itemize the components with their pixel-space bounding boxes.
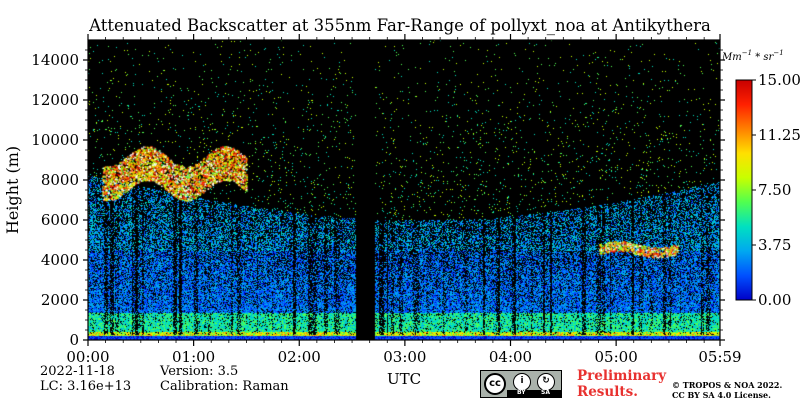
footer-calibration: Calibration: Raman [160,379,289,394]
colorbar-bar [735,79,753,301]
y-tick-label: 12000 [31,91,79,109]
unit-mid: * sr [752,52,774,63]
colorbar-tick-label: 7.50 [758,181,791,199]
preliminary-line-1: Preliminary [577,368,667,384]
preliminary-notice: Preliminary Results. [577,368,666,400]
copyright-line-1: © TROPOS & NOA 2022. [672,380,783,390]
x-tick-label: 05:59 [698,348,741,366]
colorbar-tick-label: 0.00 [758,291,791,309]
x-tick-label: 00:00 [66,348,109,366]
footer-date: 2022-11-18 [40,364,115,379]
y-tick-label: 8000 [41,171,79,189]
license-by-label: BY [517,389,526,396]
chart-title: Attenuated Backscatter at 355nm Far-Rang… [89,16,711,35]
share-alike-icon: ↻ [537,373,555,391]
x-tick-label: 04:00 [489,348,532,366]
cc-icon: cc [484,373,506,395]
x-tick-label: 02:00 [278,348,321,366]
y-tick-label: 4000 [41,251,79,269]
x-tick-label: 03:00 [383,348,426,366]
y-tick-label: 0 [69,331,79,349]
colorbar-tick-label: 11.25 [758,126,800,144]
axes: 0 2000 4000 6000 8000 10000 12000 14000 00:00 01:… [3,34,742,388]
license-sa-label: SA [541,389,550,396]
x-axis-label: UTC [387,370,421,388]
unit-superscript: −1 [773,49,783,57]
y-tick-label: 14000 [31,51,79,69]
copyright-line-2: CC BY SA 4.0 License. [672,390,771,400]
colorbar-tick-label: 3.75 [758,236,791,254]
copyright-notice: © TROPOS & NOA 2022. CC BY SA 4.0 Licens… [672,380,782,400]
heatmap-image [88,40,720,340]
footer-version: Version: 3.5 [160,364,239,379]
y-tick-label: 10000 [31,131,79,149]
y-tick-label: 2000 [41,291,79,309]
unit-superscript: −1 [742,49,752,57]
cc-license-badge: cc i ↻ BY SA [480,370,562,398]
y-tick-label: 6000 [41,211,79,229]
colorbar-unit-label: Mm−1 * sr−1 [721,49,784,63]
x-tick-label: 01:00 [172,348,215,366]
backscatter-heatmap [88,40,720,340]
y-axis-label: Height (m) [3,146,22,234]
license-strip: BY SA [507,389,561,397]
x-tick-label: 05:00 [595,348,638,366]
colorbar-tick-label: 15.00 [758,71,800,89]
preliminary-line-2: Results. [577,384,638,400]
footer-lc: LC: 3.16e+13 [40,379,132,394]
colorbar: 0.00 3.75 7.50 11.25 15.00 Mm−1 * sr−1 [721,49,800,309]
